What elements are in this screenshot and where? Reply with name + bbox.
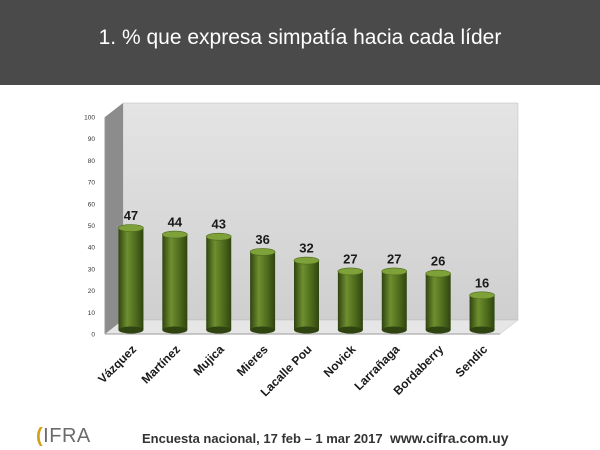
category-label: Novick: [321, 342, 359, 380]
bar-value-label: 27: [343, 251, 357, 266]
y-tick-label: 0: [91, 332, 95, 339]
slide-title: 1. % que expresa simpatía hacia cada líd…: [98, 26, 502, 49]
website-url: www.cifra.com.uy: [390, 430, 509, 446]
category-label: Sendic: [452, 342, 490, 380]
bar-value-label: 36: [255, 232, 269, 247]
bar-body: [250, 251, 276, 330]
y-tick-label: 90: [88, 136, 96, 143]
y-tick-label: 50: [88, 223, 96, 230]
bar-top: [118, 224, 144, 232]
bar-body: [425, 273, 451, 330]
bar-base: [294, 326, 319, 334]
category-label: Vázquez: [95, 342, 139, 386]
bar-value-label: 32: [299, 241, 313, 256]
bar-base: [250, 326, 276, 334]
bar-value-label: 26: [431, 254, 445, 269]
y-tick-label: 100: [84, 115, 95, 122]
bar-body: [381, 271, 407, 330]
header-bar: [0, 0, 600, 85]
bar-top: [381, 267, 408, 276]
category-label: Martínez: [139, 342, 183, 386]
bar-base: [162, 326, 188, 334]
y-tick-label: 80: [88, 158, 96, 165]
bar-body: [337, 271, 363, 330]
bar-value-label: 27: [387, 251, 401, 266]
bar-body: [469, 295, 495, 330]
bar-base: [206, 326, 232, 334]
bar-base: [337, 326, 363, 334]
bar-body: [118, 228, 144, 330]
y-tick-label: 20: [88, 288, 96, 295]
cifra-logo: (IFRA: [36, 425, 91, 447]
bar-base: [469, 326, 495, 334]
y-tick-label: 30: [88, 266, 96, 273]
bar-base: [381, 326, 407, 334]
bar-value-label: 44: [168, 215, 183, 230]
bar-body: [206, 236, 232, 330]
bar-top: [469, 291, 495, 300]
bar-top: [293, 256, 320, 265]
bar-value-label: 43: [211, 217, 225, 232]
bar-top: [205, 232, 232, 241]
survey-caption: Encuesta nacional, 17 feb – 1 mar 2017: [142, 431, 383, 446]
y-tick-label: 40: [88, 245, 96, 252]
category-label: Mieres: [234, 342, 271, 379]
bar-chart: 0 10 20 30 40 50 60 70 80 90 100 47 Vázquez 44 Martíne…: [84, 102, 519, 399]
bar-base: [118, 326, 144, 334]
y-tick-label: 10: [88, 310, 96, 317]
y-tick-label: 70: [88, 180, 96, 187]
category-label: Mujica: [191, 342, 228, 379]
bar-top: [162, 230, 188, 239]
bar-body: [162, 234, 188, 330]
bar-top: [337, 267, 364, 276]
bar-top: [425, 269, 451, 278]
bar-value-label: 16: [475, 275, 489, 290]
bar-value-label: 47: [124, 208, 138, 223]
y-tick-label: 60: [88, 201, 96, 208]
bar-top: [249, 248, 276, 256]
bar-body: [294, 260, 319, 330]
bar-base: [425, 326, 451, 334]
